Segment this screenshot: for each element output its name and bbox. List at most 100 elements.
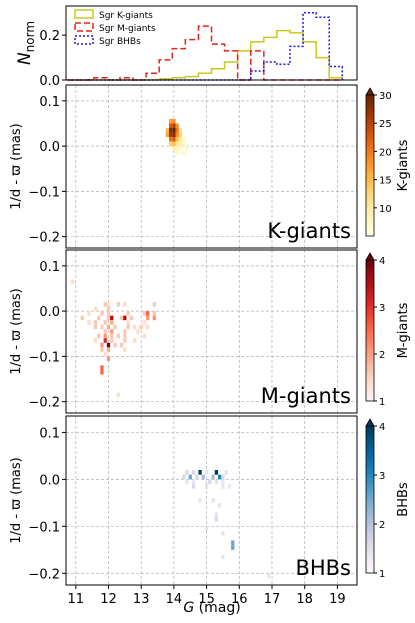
colorbar-tick-label: 10 [379,204,392,215]
heatmap-cell [182,474,186,480]
heatmap-cell [172,137,176,142]
heatmap-cell [221,479,225,485]
heatmap-cell [178,128,183,133]
heatmap-cell [172,128,176,133]
legend: Sgr K-giants Sgr M-giants Sgr BHBs [74,9,156,47]
heatmap-cell [146,311,150,316]
panel-frame [65,415,358,586]
histogram-ylabel-subscript: norm [23,21,37,52]
histogram-ytick-label: 0.2 [39,29,60,44]
heatmap-cell [129,315,134,321]
ytick-label: 0.0 [39,140,60,155]
colorbar-extend-arrow [365,87,375,96]
heatmap-cell [110,315,114,321]
heatmap-cell [100,369,104,375]
histogram-ytick-label: 0.0 [39,74,60,89]
heatmap-cell [182,137,186,142]
panel-ylabel: 1/d - ϖ (mas) [9,123,24,209]
heatmap-cell [198,469,202,475]
heatmap-cell [106,302,111,307]
colorbar-k-giants: 10 15 20 25 30 K-giants [365,87,411,237]
heatmap-panel-k-giants: −0.2 −0.1 0.0 0.1 1/d - ϖ (mas) K-giants [9,84,358,249]
legend-swatch [74,22,94,32]
ytick-label: −0.2 [28,396,60,411]
ytick-label: 0.1 [39,260,60,275]
heatmap-cell [103,320,107,325]
ytick-label: −0.2 [28,231,60,246]
legend-entry: Sgr BHBs [99,37,141,47]
ytick-label: −0.1 [28,350,60,365]
panel-name: BHBs [295,556,351,580]
heatmap-cell [172,141,176,147]
heatmap-cell [185,469,189,475]
colorbar-bar [365,425,375,574]
heatmap-cell [126,320,130,325]
heatmap-cell [123,315,127,321]
heatmap-cell [211,474,215,480]
heatmap-cell [168,137,173,142]
panel-name: M-giants [261,384,351,408]
heatmap-cell [231,540,235,546]
heatmap-cell [119,315,124,321]
heatmap-cell [172,132,176,138]
heatmap-cell [93,320,98,325]
x-axis-label-symbol: G [183,600,194,616]
heatmap-cell [126,324,130,330]
colorbar-tick-label: 1 [379,569,385,580]
heatmap-cell [123,347,127,352]
heatmap-panel-bhbs: −0.2 −0.1 0.0 0.1 11 12 13 14 15 16 17 18 19 1/d - ϖ … [9,415,358,607]
heatmap-cell [195,474,199,480]
colorbar-tick-label: 2 [379,520,385,531]
heatmap-cell [204,484,209,489]
heatmap-cell [116,392,120,398]
heatmap-cell [172,123,176,129]
legend-entry: Sgr K-giants [99,11,153,21]
heatmap-cell [93,338,98,343]
heatmap-cell [152,311,156,316]
panel-frame [65,84,358,249]
heatmap-cell [168,132,173,138]
colorbar-tick-label: 15 [379,176,392,187]
colorbar-tick-label: 30 [379,91,392,102]
ytick-label: 0.1 [39,426,60,441]
heatmap-cell [218,474,222,480]
heatmap-cell [208,479,212,485]
ytick-label: 0.0 [39,305,60,320]
heatmap-cell [178,137,183,142]
histogram-frame [65,5,358,81]
xtick-label: 17 [264,592,281,607]
colorbar-tick-label: 2 [379,350,385,361]
colorbar-label: K-giants [396,139,411,191]
heatmap-cell [87,320,91,325]
panel-background [66,85,357,248]
heatmap-cell [113,342,117,348]
heatmap-cell [224,469,228,475]
heatmap-cell [110,338,114,343]
ytick-label: −0.1 [28,520,60,535]
heatmap-cell [70,279,75,284]
x-axis-label-unit: (mag) [194,600,240,616]
heatmap-cell [106,311,111,316]
heatmap-cell [113,324,117,330]
heatmap-cell [178,141,183,147]
panel-ylabel: 1/d - ϖ (mas) [9,288,24,374]
heatmap-cell [221,531,225,536]
histogram-series-line [67,11,344,81]
heatmap-cell [93,324,98,330]
heatmap-cell [116,333,120,339]
heatmap-cell [103,302,107,307]
heatmap-cell [165,128,169,133]
x-axis: G (mag) [183,600,240,616]
heatmap-cell [175,141,179,147]
histogram-background [66,6,357,80]
colorbar-tick-label: 4 [379,256,385,267]
heatmap-cell [116,302,120,307]
ytick-label: 0.0 [39,473,60,488]
heatmap-cell [182,141,186,147]
xtick-label: 12 [100,592,117,607]
heatmap-cell [168,123,173,129]
xtick-label: 15 [198,592,215,607]
heatmap-cell [175,132,179,138]
heatmap-cell [100,365,104,370]
